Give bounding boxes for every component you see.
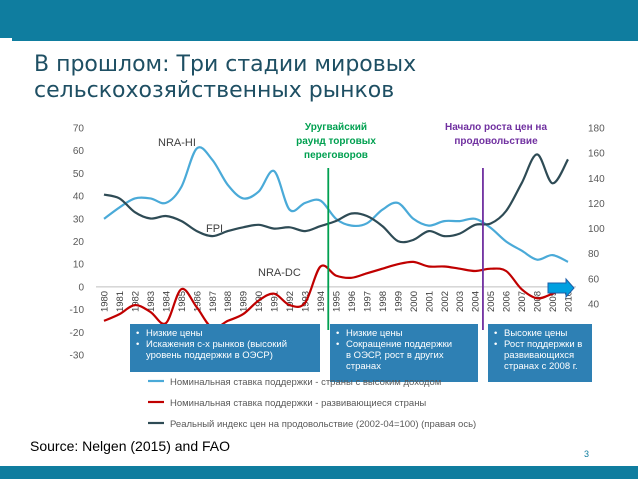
annotation-price-rise-text: Начало роста цен на [445,122,547,133]
bullet-text: странах [346,361,381,372]
bullet-marker: • [494,339,497,350]
y-left-tick-label: 70 [73,124,85,135]
annotation-uruguay-round-text: переговоров [304,150,368,161]
annotation-uruguay-round-text: Уругвайский [305,122,367,133]
y-right-tick-label: 60 [588,274,600,285]
y-right-tick-label: 140 [588,174,605,185]
y-left-tick-label: 60 [73,146,85,157]
x-tick-label: 1981 [115,291,126,312]
x-tick-label: 2003 [455,291,466,312]
x-tick-label: 1990 [254,291,265,312]
series-line-nra-hi [103,146,569,263]
x-tick-label: 1984 [161,291,172,312]
header-bar [0,0,638,38]
annotation-uruguay-round-text: раунд торговых [296,136,376,147]
x-tick-label: 2002 [440,291,451,312]
bullet-marker: • [136,339,139,350]
bullet-text: Высокие цены [504,328,568,339]
bullet-marker: • [494,328,497,339]
x-tick-label: 2005 [486,291,497,312]
header-rule [12,38,638,41]
y-left-tick-label: 0 [78,282,84,293]
x-tick-label: 1999 [393,291,404,312]
legend-entry-nra-dc: Номинальная ставка поддержки - развивающ… [170,398,426,409]
bullet-marker: • [336,339,339,350]
y-left-tick-label: 50 [73,169,85,180]
legend-entry-fpi: Реальный индекс цен на продовольствие (2… [170,419,476,430]
y-right-tick-label: 80 [588,249,600,260]
bullet-text: Сокращение поддержки [346,339,452,350]
x-tick-label: 1989 [239,291,250,312]
bullet-text: Низкие цены [146,328,203,339]
x-tick-label: 2008 [533,291,544,312]
series-line-nra-dc [103,260,569,330]
y-right-tick-label: 180 [588,124,605,135]
bullet-box [488,324,592,382]
series-label-nra-hi: NRA-HI [158,137,196,149]
bullet-box [330,324,478,382]
page-number: 3 [584,449,590,459]
series-label-fpi: FPI [206,223,223,235]
bullet-marker: • [336,328,339,339]
y-right-tick-label: 100 [588,224,605,235]
x-tick-label: 1998 [378,291,389,312]
x-tick-label: 1987 [208,291,219,312]
trend-arrow [547,277,575,299]
x-tick-label: 1994 [316,291,327,312]
x-tick-label: 1996 [347,291,358,312]
series-line-fpi [103,153,569,244]
bullet-text: развивающихся [504,350,574,361]
bullet-text: странах с 2008 г. [504,361,578,372]
x-tick-label: 1991 [270,291,281,312]
bullet-text: Низкие цены [346,328,403,339]
x-tick-label: 1986 [192,291,203,312]
footer-bar [0,466,638,479]
x-tick-label: 1995 [332,291,343,312]
y-right-tick-label: 120 [588,199,605,210]
x-tick-label: 1988 [223,291,234,312]
x-tick-label: 1982 [130,291,141,312]
legend-entry-nra-hi: Номинальная ставка поддержки - страны с … [170,377,441,388]
annotation-price-rise-text: продовольствие [454,136,538,147]
y-left-tick-label: 40 [73,192,85,203]
source-note: Source: Nelgen (2015) and FAO [30,438,231,454]
series-label-nra-dc: NRA-DC [258,267,301,279]
bullet-text: в ОЭСР, рост в других [346,350,444,361]
x-tick-label: 2000 [409,291,420,312]
y-left-tick-label: -20 [70,328,85,339]
x-tick-label: 1980 [100,291,111,312]
slide-title: В прошлом: Три стадии мировых сельскохоз… [34,52,417,103]
y-left-tick-label: -10 [70,305,85,316]
x-tick-label: 2001 [424,291,435,312]
y-left-tick-label: 10 [73,260,85,271]
y-left-tick-label: 30 [73,214,85,225]
y-left-tick-label: -30 [70,351,85,362]
x-tick-label: 1983 [146,291,157,312]
x-tick-label: 2004 [471,291,482,312]
x-tick-label: 2009 [548,291,559,312]
x-tick-label: 2010 [564,291,575,312]
x-tick-label: 1997 [362,291,373,312]
bullet-marker: • [136,328,139,339]
x-tick-label: 2007 [517,291,528,312]
y-left-tick-label: 20 [73,237,85,248]
x-tick-label: 1992 [285,291,296,312]
y-right-tick-label: 160 [588,149,605,160]
bullet-text: Рост поддержки в [504,339,582,350]
x-tick-label: 2006 [502,291,513,312]
bullet-box [130,324,320,372]
bullet-text: Искажения с-х рынков (высокий [146,339,287,350]
bullet-text: уровень поддержки в ОЭСР) [146,350,273,361]
y-right-tick-label: 40 [588,300,600,311]
x-tick-label: 1985 [177,291,188,312]
